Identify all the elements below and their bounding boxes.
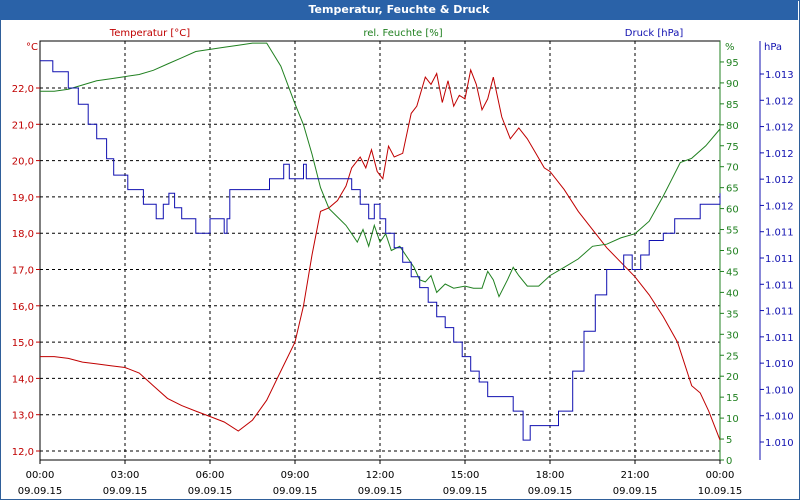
pressure-tick-label: 1.010: [765, 438, 794, 449]
pressure-tick-label: 1.011: [765, 280, 794, 291]
x-tick-time: 00:00: [706, 470, 735, 481]
temperature-line: [40, 68, 721, 441]
humidity-tick-label: 40: [726, 288, 739, 299]
x-tick-time: 00:00: [26, 470, 55, 481]
pressure-tick-label: 1.012: [765, 96, 794, 107]
legend-pressure: Druck [hPa]: [625, 28, 684, 39]
left-tick-label: 14,0: [12, 374, 34, 385]
humidity-tick-label: 95: [726, 58, 739, 69]
x-tick-time: 21:00: [621, 470, 650, 481]
humidity-tick-label: 55: [726, 226, 739, 237]
pressure-tick-label: 1.011: [765, 333, 794, 344]
left-tick-label: 15,0: [12, 338, 34, 349]
right-axis-unit-pressure: hPa: [764, 42, 782, 53]
left-tick-label: 16,0: [12, 302, 34, 313]
pressure-tick-label: 1.011: [765, 228, 794, 239]
right-axis-unit-humidity: %: [725, 42, 735, 53]
pressure-tick-label: 1.010: [765, 359, 794, 370]
x-tick-date: 10.09.15: [698, 486, 743, 497]
x-tick-time: 12:00: [366, 470, 395, 481]
left-tick-label: 17,0: [12, 266, 34, 277]
x-tick-date: 09.09.15: [358, 486, 403, 497]
pressure-tick-label: 1.010: [765, 412, 794, 423]
left-axis-unit: °C: [26, 42, 38, 53]
humidity-tick-label: 65: [726, 184, 739, 195]
humidity-tick-label: 75: [726, 142, 739, 153]
x-tick-date: 09.09.15: [528, 486, 573, 497]
left-tick-label: 12,0: [12, 447, 34, 458]
humidity-tick-label: 35: [726, 309, 739, 320]
humidity-tick-label: 45: [726, 267, 739, 278]
x-tick-date: 09.09.15: [443, 486, 488, 497]
x-tick-date: 09.09.15: [18, 486, 63, 497]
humidity-tick-label: 60: [726, 205, 739, 216]
x-tick-time: 03:00: [111, 470, 140, 481]
pressure-tick-label: 1.012: [765, 149, 794, 160]
x-tick-time: 09:00: [281, 470, 310, 481]
left-tick-label: 13,0: [12, 411, 34, 422]
pressure-tick-label: 1.012: [765, 123, 794, 134]
left-tick-label: 20,0: [12, 157, 34, 168]
left-tick-label: 18,0: [12, 229, 34, 240]
pressure-tick-label: 1.010: [765, 385, 794, 396]
humidity-tick-label: 25: [726, 351, 739, 362]
pressure-tick-label: 1.011: [765, 254, 794, 265]
humidity-tick-label: 15: [726, 393, 739, 404]
humidity-tick-label: 0: [726, 456, 732, 467]
pressure-tick-label: 1.011: [765, 307, 794, 318]
humidity-tick-label: 10: [726, 414, 739, 425]
pressure-tick-label: 1.012: [765, 175, 794, 186]
pressure-line: [40, 60, 721, 441]
humidity-tick-label: 85: [726, 100, 739, 111]
x-tick-date: 09.09.15: [188, 486, 233, 497]
left-tick-label: 22,0: [12, 84, 34, 95]
title-bar: Temperatur, Feuchte & Druck: [0, 0, 798, 20]
x-tick-date: 09.09.15: [103, 486, 148, 497]
x-tick-time: 06:00: [196, 470, 225, 481]
humidity-tick-label: 5: [726, 435, 732, 446]
humidity-line: [40, 42, 721, 298]
x-tick-time: 15:00: [451, 470, 480, 481]
humidity-tick-label: 90: [726, 79, 739, 90]
x-tick-time: 18:00: [536, 470, 565, 481]
humidity-tick-label: 80: [726, 121, 739, 132]
humidity-tick-label: 20: [726, 372, 739, 383]
legend-temperature: Temperatur [°C]: [109, 28, 190, 39]
x-tick-date: 09.09.15: [273, 486, 318, 497]
pressure-tick-label: 1.013: [765, 70, 794, 81]
left-tick-label: 19,0: [12, 193, 34, 204]
pressure-tick-label: 1.012: [765, 201, 794, 212]
x-tick-date: 09.09.15: [613, 486, 658, 497]
legend-humidity: rel. Feuchte [%]: [363, 28, 442, 39]
humidity-tick-label: 70: [726, 163, 739, 174]
humidity-tick-label: 50: [726, 247, 739, 258]
left-tick-label: 21,0: [12, 120, 34, 131]
chart-title: Temperatur, Feuchte & Druck: [308, 3, 490, 16]
humidity-tick-label: 30: [726, 330, 739, 341]
